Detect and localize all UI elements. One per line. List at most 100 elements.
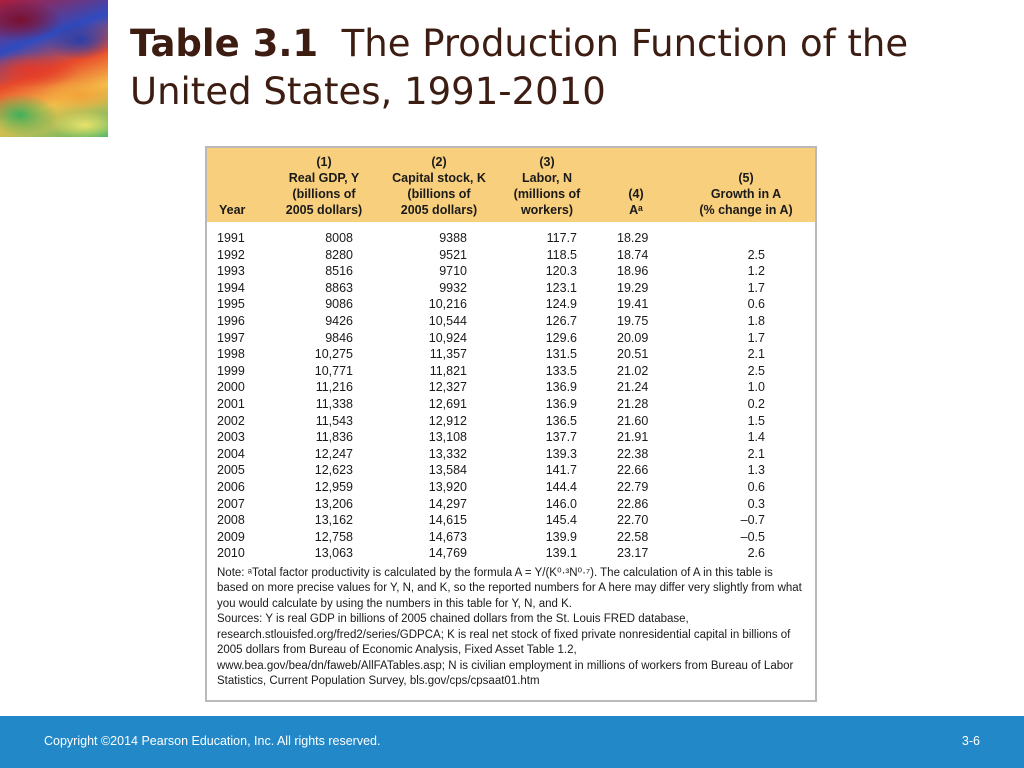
table-cell: 1.2 (747, 264, 765, 279)
table-header-row: Year (1) Real GDP, Y (billions of 2005 dolla… (207, 148, 815, 222)
table-cell: 146.0 (545, 496, 577, 511)
table-cell: 14,615 (428, 513, 467, 528)
header-line: (millions of (513, 187, 581, 201)
table-row: 2004 12,247 13,332 139.3 22.38 2.1 (207, 446, 815, 463)
table-cell: 2005 (217, 463, 245, 478)
table-cell: 2000 (217, 380, 245, 395)
production-function-table: Year (1) Real GDP, Y (billions of 2005 dolla… (205, 146, 817, 702)
table-cell: 1992 (217, 247, 245, 262)
table-cell: 136.5 (545, 413, 577, 428)
table-cell: 136.9 (545, 396, 577, 411)
table-cell: 0.6 (747, 479, 765, 494)
table-cell: 21.28 (617, 396, 649, 411)
table-cell: 1999 (217, 363, 245, 378)
table-cell: 2003 (217, 430, 245, 445)
table-row: 1999 10,771 11,821 133.5 21.02 2.5 (207, 363, 815, 380)
table-row: 2010 13,063 14,769 139.1 23.17 2.6 (207, 545, 815, 562)
table-cell: 12,623 (314, 463, 353, 478)
table-cell: 18.74 (617, 247, 649, 262)
table-cell: 12,758 (314, 529, 353, 544)
header-cell: (1) Real GDP, Y (billions of 2005 dollars) (269, 148, 379, 222)
table-cell: 18.96 (617, 264, 649, 279)
table-row: 2008 13,162 14,615 145.4 22.70 –0.7 (207, 512, 815, 529)
table-cell: 13,584 (428, 463, 467, 478)
table-cell: 9932 (439, 280, 467, 295)
table-cell: 22.86 (617, 496, 649, 511)
table-row: 1996 9426 10,544 126.7 19.75 1.8 (207, 313, 815, 330)
table-cell: 137.7 (545, 430, 577, 445)
table-cell: 21.02 (617, 363, 649, 378)
header-line: 2005 dollars) (400, 203, 478, 217)
table-cell: 9521 (439, 247, 467, 262)
table-cell: 2002 (217, 413, 245, 428)
table-row: 1998 10,275 11,357 131.5 20.51 2.1 (207, 346, 815, 363)
table-cell: 23.17 (617, 546, 649, 561)
sources-text: Sources: Y is real GDP in billions of 20… (217, 613, 794, 688)
slide-title: Table 3.1 The Production Function of the… (130, 20, 1000, 116)
table-cell: 129.6 (545, 330, 577, 345)
table-cell: 1991 (217, 231, 245, 245)
table-cell: 19.29 (617, 280, 649, 295)
table-body: 1991 8008 9388 117.7 18.29 1992 8280 9521 118.5 1… (207, 222, 815, 562)
table-cell: 12,327 (428, 380, 467, 395)
table-cell: 1.0 (747, 380, 765, 395)
table-cell: 1.8 (747, 313, 765, 328)
table-cell: 139.1 (545, 546, 577, 561)
table-cell: 8863 (325, 280, 353, 295)
table-cell: 2.5 (747, 247, 765, 262)
table-cell: 1995 (217, 297, 245, 312)
table-row: 1997 9846 10,924 129.6 20.09 1.7 (207, 330, 815, 347)
data-table: Year (1) Real GDP, Y (billions of 2005 dolla… (207, 148, 815, 562)
table-cell: 11,543 (315, 413, 353, 428)
table-cell: 14,297 (428, 496, 467, 511)
table-cell: 136.9 (545, 380, 577, 395)
table-cell: 18.29 (617, 231, 649, 245)
table-cell: 9426 (325, 313, 353, 328)
table-cell: –0.7 (740, 513, 765, 528)
header-cell: (4) Aᵃ (595, 148, 677, 222)
table-cell: 22.79 (617, 479, 649, 494)
table-cell: 1993 (217, 264, 245, 279)
header-column-number: (2) (431, 155, 447, 169)
table-row: 2003 11,836 13,108 137.7 21.91 1.4 (207, 429, 815, 446)
table-cell: –0.5 (740, 529, 765, 544)
table-cell: 0.2 (747, 396, 765, 411)
table-cell: 13,206 (314, 496, 353, 511)
note-text: Note: ᵃTotal factor productivity is calc… (217, 566, 802, 610)
table-row: 1991 8008 9388 117.7 18.29 (207, 222, 815, 247)
table-number: Table 3.1 (130, 22, 319, 65)
table-cell: 19.75 (617, 313, 649, 328)
table-cell: 1.4 (747, 430, 765, 445)
header-line: Aᵃ (629, 203, 643, 217)
table-cell: 21.60 (617, 413, 649, 428)
header-line: Real GDP, Y (288, 171, 360, 185)
table-cell: 1.3 (747, 463, 765, 478)
header-line: Year (219, 203, 246, 217)
table-row: 2009 12,758 14,673 139.9 22.58 –0.5 (207, 529, 815, 546)
table-cell: 20.51 (617, 347, 649, 362)
table-cell: 11,216 (315, 380, 353, 395)
table-cell: 8008 (325, 231, 353, 245)
header-cell: (2) Capital stock, K (billions of 2005 doll… (379, 148, 499, 222)
table-cell: 14,673 (428, 529, 467, 544)
table-cell: 145.4 (545, 513, 577, 528)
header-column-number: (1) (316, 155, 332, 169)
table-cell: 14,769 (428, 546, 467, 561)
table-cell: 8280 (325, 247, 353, 262)
table-cell: 1997 (217, 330, 245, 345)
header-cell: Year (207, 148, 269, 222)
table-cell: 1994 (217, 280, 245, 295)
table-row: 2001 11,338 12,691 136.9 21.28 0.2 (207, 396, 815, 413)
table-cell: 12,247 (314, 446, 353, 461)
table-row: 2007 13,206 14,297 146.0 22.86 0.3 (207, 496, 815, 513)
table-cell: 9086 (325, 297, 353, 312)
table-row: 1995 9086 10,216 124.9 19.41 0.6 (207, 296, 815, 313)
table-cell: 131.5 (545, 347, 577, 362)
table-cell: 21.24 (617, 380, 649, 395)
table-cell: 124.9 (545, 297, 577, 312)
table-cell: 139.3 (545, 446, 577, 461)
table-cell: 9710 (439, 264, 467, 279)
table-cell: 11,357 (429, 347, 467, 362)
table-cell: 1996 (217, 313, 245, 328)
table-cell: 2.6 (747, 546, 765, 561)
